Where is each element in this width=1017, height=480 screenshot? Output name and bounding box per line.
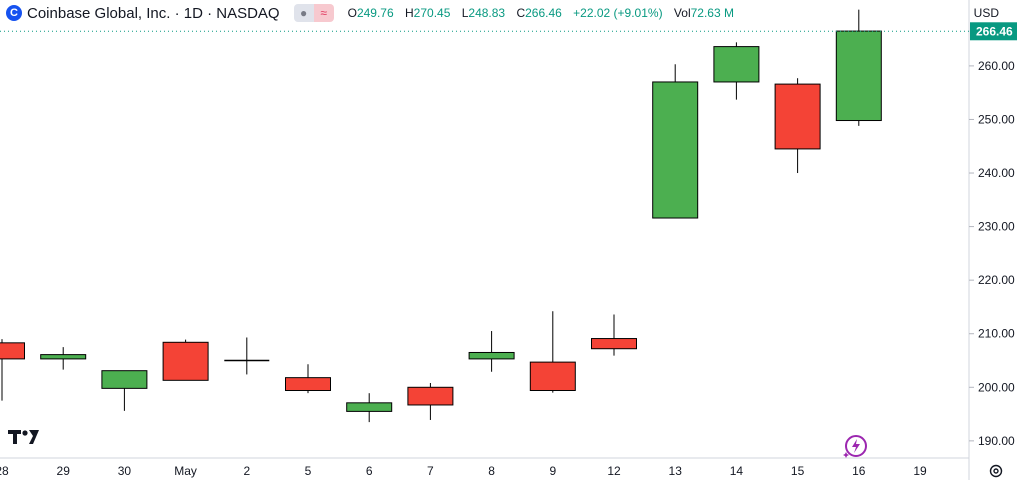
lightning-icon[interactable] [842,434,868,460]
x-tick-label: 9 [549,464,556,478]
candle[interactable] [591,314,637,356]
coinbase-logo: C [6,5,22,21]
y-tick-label: 240.00 [978,166,1015,180]
ohlc-values: O249.76 H270.45 L248.83 C266.46 +22.02 (… [348,6,734,20]
candle-body [162,341,209,381]
low-label: L [461,6,469,20]
x-tick-label: 19 [913,464,927,478]
x-tick-label: 8 [488,464,495,478]
x-tick-label: 2 [243,464,250,478]
y-tick-label: 250.00 [978,112,1015,126]
y-tick-label: 210.00 [978,327,1015,341]
x-tick-label: 5 [305,464,312,478]
close-value: 266.46 [525,6,562,20]
gear-icon[interactable] [988,463,1004,479]
volume-value: 72.63 M [690,6,734,20]
candle-body [652,81,699,219]
low-value: 248.83 [468,6,506,20]
price-axis[interactable]: 190.00 200.00 210.00 220.00 230.00 240.00 250.… [969,59,1015,448]
candle[interactable] [529,311,576,393]
open-value: 249.76 [356,6,394,20]
candle-body [468,351,515,360]
time-axis[interactable]: 28 29 30 May 2 5 6 7 8 9 12 13 14 15 16 19 [0,464,927,478]
candle-body [285,377,331,392]
chart-legend: C Coinbase Global, Inc. · 1D · NASDAQ ● … [6,2,734,24]
x-tick-label: 7 [427,464,434,478]
x-tick-label: 6 [366,464,373,478]
last-price-marker: 266.46 [0,22,1017,41]
change-value: +22.02 (+9.01%) [573,6,663,20]
candle-body [346,402,393,412]
candle-body [774,83,821,150]
y-tick-label: 260.00 [978,59,1015,73]
visibility-icon[interactable]: ● [293,4,314,22]
last-price-badge [970,22,1017,41]
candle-layer [0,9,882,423]
tradingview-logo-icon[interactable] [8,428,42,446]
y-tick-label: 220.00 [978,273,1015,287]
candle[interactable] [346,393,393,423]
candle[interactable] [101,370,148,411]
last-price-label: 266.46 [976,24,1013,38]
y-tick-label: 230.00 [978,220,1015,234]
x-tick-label: 30 [118,464,132,478]
candle-body [40,354,87,360]
candle-body [835,30,882,122]
x-tick-label: May [174,464,197,478]
candle-body [591,338,637,350]
indicator-toggle-group[interactable]: ● ≈ [293,4,334,22]
close-label: C [516,6,526,20]
candle[interactable] [285,364,331,394]
high-label: H [405,6,414,20]
candle[interactable] [468,331,515,372]
x-tick-label: 16 [852,464,866,478]
symbol-title[interactable]: Coinbase Global, Inc. · 1D · NASDAQ [27,4,280,22]
candle[interactable] [224,337,270,375]
volume-label: Vol [673,6,691,20]
x-tick-label: 13 [669,464,683,478]
wave-icon[interactable]: ≈ [313,4,334,22]
x-tick-label: 29 [57,464,71,478]
x-tick-label: 14 [730,464,744,478]
candle[interactable] [774,78,821,174]
candle[interactable] [713,42,760,100]
candle[interactable] [40,347,87,370]
candle-body [101,370,148,389]
candle[interactable] [0,339,25,401]
high-value: 270.45 [413,6,451,20]
candle-body [713,46,760,83]
currency-selector[interactable]: USD [973,6,999,20]
open-label: O [347,6,357,20]
x-tick-label: 28 [0,464,9,478]
candle[interactable] [652,64,699,219]
candle[interactable] [162,339,209,381]
candle-body [407,386,454,406]
y-tick-label: 190.00 [978,434,1015,448]
x-tick-label: 15 [791,464,805,478]
candle[interactable] [835,9,882,126]
y-tick-label: 200.00 [978,380,1015,394]
candle[interactable] [407,383,454,420]
candle-body [529,361,576,392]
candle-body [0,342,25,360]
x-tick-label: 12 [607,464,621,478]
